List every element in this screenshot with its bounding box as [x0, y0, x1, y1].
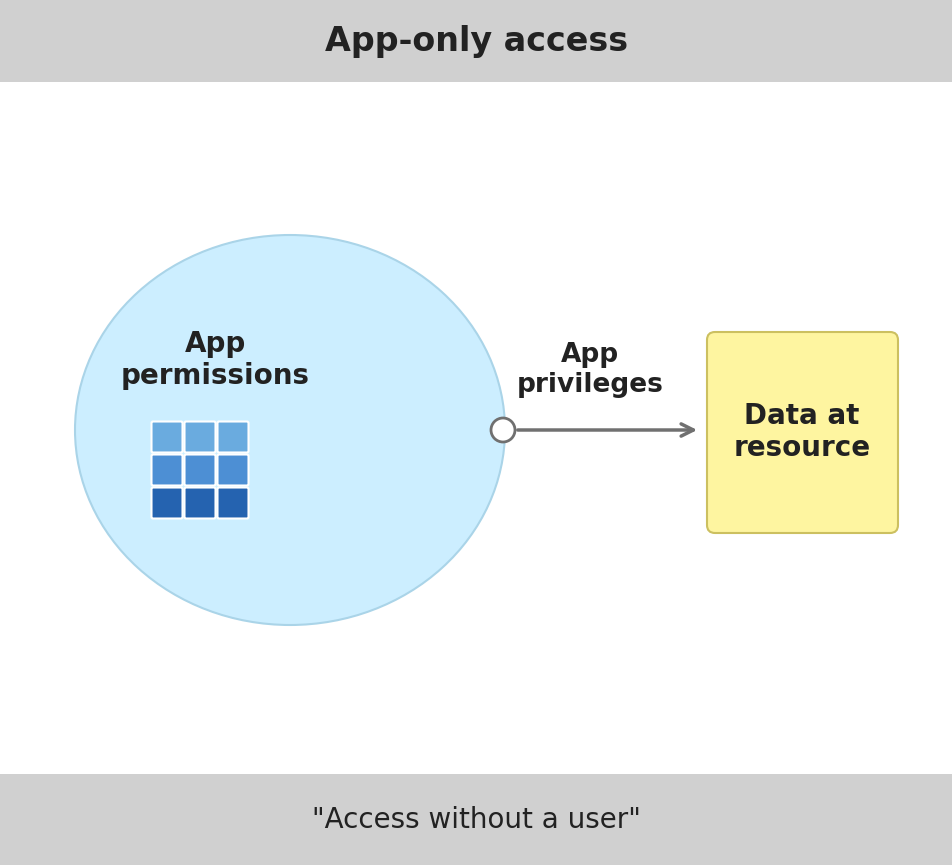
Text: "Access without a user": "Access without a user"	[311, 805, 641, 834]
Text: App
permissions: App permissions	[120, 330, 309, 390]
Bar	[0, 82, 952, 774]
FancyBboxPatch shape	[185, 454, 215, 485]
FancyBboxPatch shape	[185, 488, 215, 518]
Text: App
privileges: App privileges	[516, 342, 663, 398]
Circle shape	[490, 418, 514, 442]
FancyBboxPatch shape	[217, 488, 248, 518]
FancyBboxPatch shape	[217, 454, 248, 485]
FancyBboxPatch shape	[217, 421, 248, 452]
Bar	[0, 0, 952, 82]
FancyBboxPatch shape	[151, 421, 183, 452]
FancyBboxPatch shape	[185, 421, 215, 452]
FancyBboxPatch shape	[151, 488, 183, 518]
FancyBboxPatch shape	[706, 332, 897, 533]
Ellipse shape	[75, 235, 505, 625]
Bar	[0, 774, 952, 865]
Text: Data at
resource: Data at resource	[733, 402, 869, 462]
FancyBboxPatch shape	[151, 454, 183, 485]
Text: App-only access: App-only access	[325, 24, 627, 58]
